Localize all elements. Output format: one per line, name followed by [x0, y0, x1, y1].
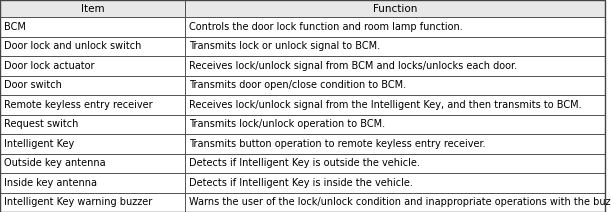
Text: Intelligent Key warning buzzer: Intelligent Key warning buzzer [4, 197, 152, 207]
Bar [0, 56, 185, 75]
Text: Detects if Intelligent Key is inside the vehicle.: Detects if Intelligent Key is inside the… [189, 178, 413, 188]
Text: Outside key antenna: Outside key antenna [4, 158, 106, 168]
Bar [0, 153, 185, 173]
Text: Transmits door open/close condition to BCM.: Transmits door open/close condition to B… [189, 80, 406, 90]
Bar [185, 114, 605, 134]
Text: Transmits lock/unlock operation to BCM.: Transmits lock/unlock operation to BCM. [189, 119, 385, 129]
Text: Detects if Intelligent Key is outside the vehicle.: Detects if Intelligent Key is outside th… [189, 158, 420, 168]
Text: Item: Item [81, 4, 104, 14]
Bar [185, 75, 605, 95]
Text: Receives lock/unlock signal from the Intelligent Key, and then transmits to BCM.: Receives lock/unlock signal from the Int… [189, 100, 582, 110]
Text: Door lock and unlock switch: Door lock and unlock switch [4, 41, 141, 51]
Bar [185, 173, 605, 192]
Bar [185, 36, 605, 56]
Bar [185, 192, 605, 212]
Bar [0, 75, 185, 95]
Text: Inside key antenna: Inside key antenna [4, 178, 97, 188]
Text: Request switch: Request switch [4, 119, 78, 129]
Bar [0, 114, 185, 134]
Text: Door lock actuator: Door lock actuator [4, 61, 95, 71]
Text: Intelligent Key: Intelligent Key [4, 139, 75, 149]
Bar [0, 17, 185, 36]
Bar [185, 56, 605, 75]
Text: Door switch: Door switch [4, 80, 62, 90]
Text: Remote keyless entry receiver: Remote keyless entry receiver [4, 100, 153, 110]
Text: Controls the door lock function and room lamp function.: Controls the door lock function and room… [189, 22, 463, 32]
Text: Transmits lock or unlock signal to BCM.: Transmits lock or unlock signal to BCM. [189, 41, 380, 51]
Bar [185, 153, 605, 173]
Bar [0, 95, 185, 114]
Bar [185, 134, 605, 153]
Text: Function: Function [373, 4, 417, 14]
Bar [185, 17, 605, 36]
Text: Transmits button operation to remote keyless entry receiver.: Transmits button operation to remote key… [189, 139, 486, 149]
Text: BCM: BCM [4, 22, 26, 32]
Bar [0, 173, 185, 192]
Text: Receives lock/unlock signal from BCM and locks/unlocks each door.: Receives lock/unlock signal from BCM and… [189, 61, 517, 71]
Bar [0, 0, 185, 17]
Bar [185, 0, 605, 17]
Bar [0, 36, 185, 56]
Bar [185, 95, 605, 114]
Text: Warns the user of the lock/unlock condition and inappropriate operations with th: Warns the user of the lock/unlock condit… [189, 197, 611, 207]
Bar [0, 192, 185, 212]
Bar [0, 134, 185, 153]
